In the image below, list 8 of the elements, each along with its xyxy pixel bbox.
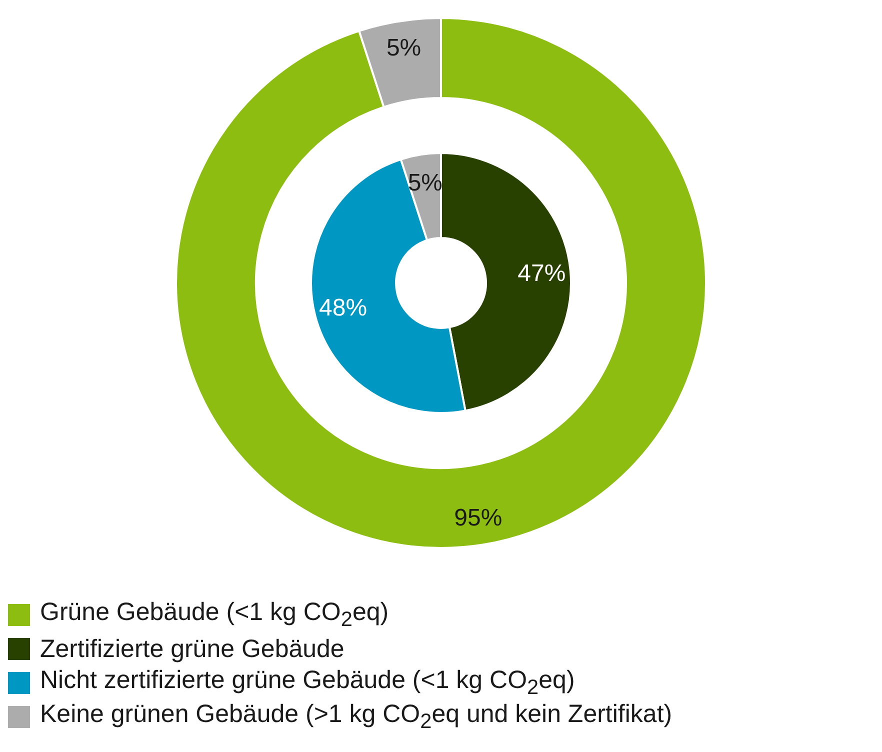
legend-label: Nicht zertifizierte grüne Gebäude (<1 kg CO$_{2}$eq) [40, 666, 575, 700]
legend-label: Zertifizierte grüne Gebäude [40, 634, 344, 664]
data-label: 95% [454, 504, 502, 532]
data-label: 48% [319, 294, 368, 322]
legend-label: Grüne Gebäude (<1 kg CO$_{2}$eq) [40, 598, 389, 632]
data-label: 5% [386, 34, 422, 62]
legend-label: Keine grünen Gebäude (>1 kg CO$_{2}$eq und kein Zertifikat) [40, 700, 672, 734]
data-label: 47% [518, 260, 566, 287]
